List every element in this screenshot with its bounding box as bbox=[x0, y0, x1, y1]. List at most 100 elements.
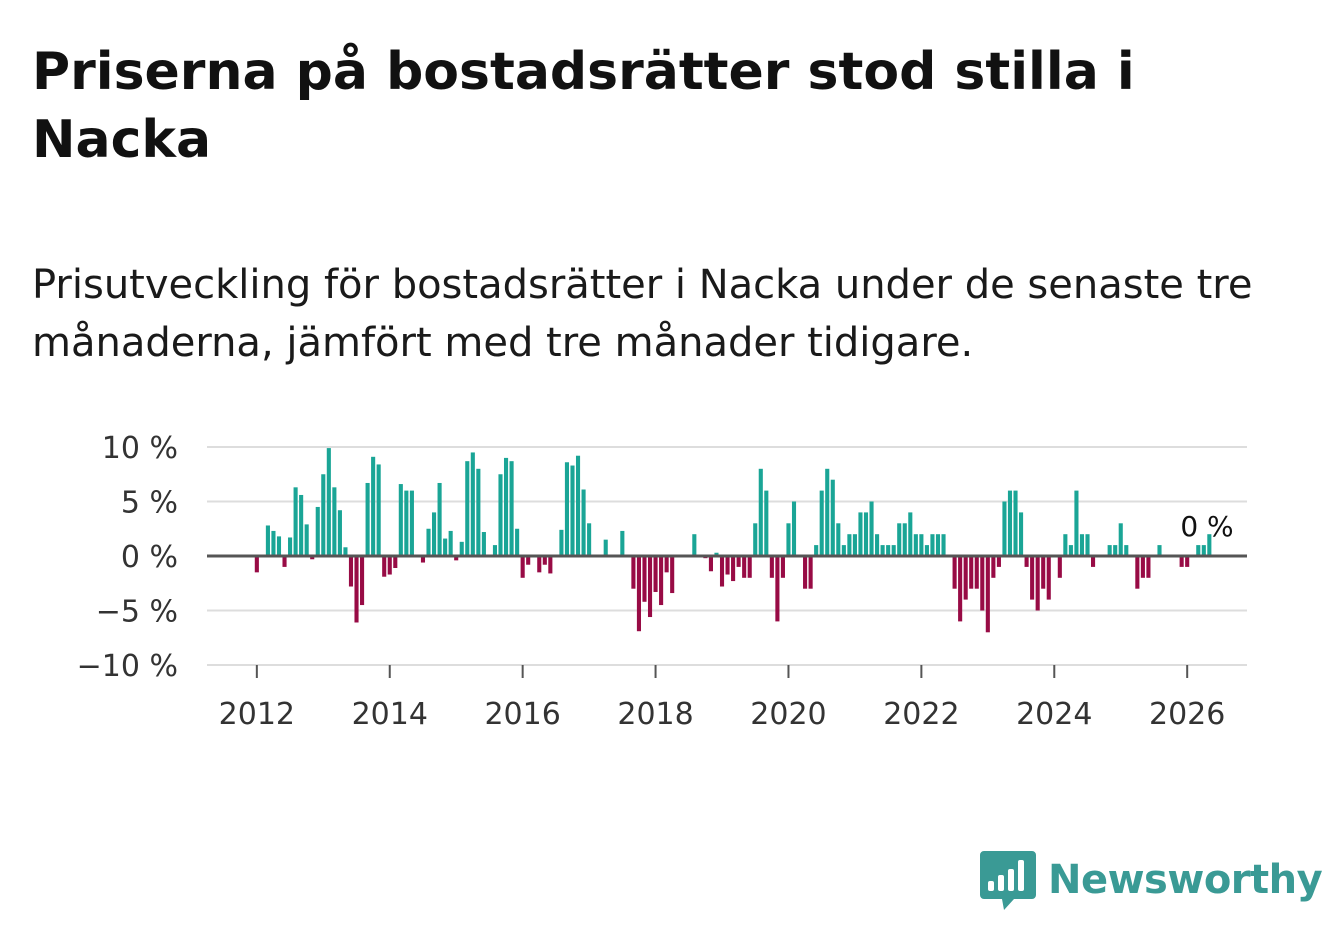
bar bbox=[404, 490, 409, 556]
bar bbox=[564, 462, 570, 556]
bar bbox=[952, 556, 957, 589]
x-tick-label: 2018 bbox=[617, 697, 693, 732]
bar bbox=[492, 545, 498, 556]
bar bbox=[714, 552, 719, 556]
bar bbox=[271, 530, 276, 556]
bar bbox=[819, 490, 824, 556]
bar bbox=[980, 556, 985, 611]
bar bbox=[880, 545, 885, 556]
x-tick-label: 2026 bbox=[1149, 697, 1225, 732]
bar bbox=[1140, 556, 1145, 578]
bar bbox=[326, 448, 331, 556]
bar bbox=[498, 474, 503, 556]
bar bbox=[631, 556, 636, 589]
bar bbox=[863, 512, 869, 556]
bar bbox=[575, 455, 581, 556]
bar bbox=[841, 545, 846, 556]
bar bbox=[991, 556, 996, 578]
bar bbox=[343, 547, 348, 556]
bar bbox=[265, 525, 270, 556]
bar bbox=[459, 541, 464, 556]
bar bbox=[897, 523, 902, 556]
bar bbox=[1057, 556, 1062, 578]
bar bbox=[1124, 545, 1129, 556]
bar bbox=[603, 539, 608, 556]
bar bbox=[1113, 545, 1118, 556]
bar bbox=[376, 464, 381, 556]
bar bbox=[570, 465, 575, 556]
bar bbox=[542, 556, 547, 565]
bar bbox=[1079, 534, 1085, 556]
bar bbox=[470, 452, 475, 556]
x-tick-label: 2014 bbox=[352, 697, 428, 732]
bar bbox=[753, 523, 758, 556]
bar bbox=[803, 556, 808, 589]
y-tick-label: 10 % bbox=[102, 431, 178, 466]
bar bbox=[559, 529, 564, 556]
bar bbox=[426, 528, 431, 556]
chart-subtitle: Prisutveckling för bostadsrätter i Nacka… bbox=[32, 262, 1253, 366]
bar bbox=[465, 461, 470, 556]
bar bbox=[448, 530, 453, 556]
bar bbox=[825, 468, 830, 556]
bar bbox=[1074, 490, 1079, 556]
bar bbox=[963, 556, 968, 600]
bar bbox=[1035, 556, 1040, 611]
bar bbox=[791, 501, 797, 556]
x-axis: 2012 2014 2016 2018 2020 2022 2024 2026 bbox=[219, 665, 1225, 732]
bar bbox=[814, 545, 819, 556]
bar bbox=[836, 523, 841, 556]
bar bbox=[780, 556, 785, 578]
bar bbox=[636, 556, 641, 632]
bar bbox=[930, 534, 935, 556]
bar bbox=[692, 534, 697, 556]
bar bbox=[736, 556, 741, 567]
bar bbox=[515, 528, 520, 556]
bar bbox=[875, 534, 880, 556]
bar bbox=[758, 468, 763, 556]
bar bbox=[919, 534, 924, 556]
bar bbox=[315, 506, 320, 556]
bar bbox=[587, 523, 592, 556]
bar bbox=[1068, 545, 1073, 556]
bar bbox=[365, 482, 370, 556]
x-tick-label: 2022 bbox=[883, 697, 959, 732]
bar bbox=[293, 487, 298, 556]
bar bbox=[503, 457, 509, 556]
bar bbox=[581, 489, 586, 556]
bar bbox=[310, 556, 315, 560]
bar bbox=[398, 484, 403, 556]
bar bbox=[437, 482, 442, 556]
bar bbox=[808, 556, 813, 589]
bar bbox=[1185, 556, 1190, 567]
bar bbox=[891, 545, 896, 556]
bar bbox=[1107, 545, 1112, 556]
bar bbox=[908, 512, 913, 556]
bar bbox=[1146, 556, 1151, 578]
bar bbox=[432, 512, 437, 556]
bar bbox=[731, 556, 736, 582]
bar bbox=[941, 534, 946, 556]
bar bbox=[1046, 556, 1051, 600]
bars bbox=[254, 448, 1212, 633]
bar bbox=[1157, 545, 1162, 556]
bar-chart: 10 % 5 % 0 % −5 % −10 % 2012 2014 2016 2018 2020… bbox=[77, 431, 1247, 732]
bar bbox=[747, 556, 752, 578]
bar-chart-logo-icon bbox=[980, 851, 1036, 910]
bar bbox=[337, 510, 342, 556]
bar bbox=[282, 556, 287, 567]
bar bbox=[299, 494, 304, 556]
bar bbox=[958, 556, 963, 622]
latest-value-label: 0 % bbox=[1180, 510, 1233, 543]
bar bbox=[476, 468, 481, 556]
bar bbox=[1207, 534, 1212, 556]
bar bbox=[354, 556, 359, 623]
bar bbox=[642, 556, 647, 602]
bar bbox=[254, 556, 259, 573]
bar bbox=[371, 456, 376, 556]
bar bbox=[708, 556, 713, 572]
bar bbox=[387, 556, 392, 575]
bar bbox=[321, 474, 326, 556]
bar bbox=[996, 556, 1001, 567]
bar bbox=[725, 556, 730, 575]
